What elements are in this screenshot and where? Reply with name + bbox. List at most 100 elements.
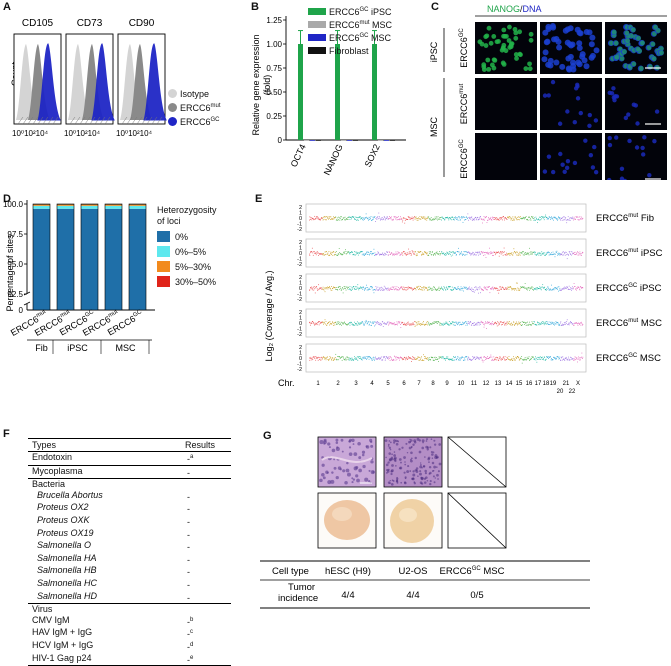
safety-table-row: Proteus OX19- [37,527,190,540]
cnv-track-label: ERCC6mut iPSC [596,248,663,259]
safety-table-row: Bacteria [32,479,66,490]
e-ytick: 1 [299,281,302,287]
cnv-track-label: ERCC6mut MSC [596,318,662,329]
d-legend-item: 0% [157,231,217,243]
e-ytick: 0 [299,356,302,362]
b-category: OCT4 [289,143,308,169]
e-ytick: -2 [297,297,302,303]
d-legend-swatch [157,276,170,287]
safety-table-row: Salmonella HD - [28,591,231,605]
e-ytick: 2 [299,240,302,246]
micro-r1-c1 [540,78,602,130]
d-legend-swatch [157,231,170,242]
b-ytick: 0.75 [266,64,282,73]
d-group-label: iPSC [67,343,88,353]
safety-table-row: Salmonella HA - [37,552,190,565]
d-ytick: 95.0 [7,260,23,269]
safety-table-row: Proteus OX2- [37,502,190,515]
e-ytick: -2 [297,262,302,268]
e-ytick: 2 [299,275,302,281]
row-incidence: incidence [278,593,318,604]
safety-table-row: Salmonella O- [37,540,190,553]
cnv-track-label: ERCC6mut Fib [596,213,654,224]
safety-table-row: Proteus OXK - [37,514,190,527]
bar-nanog-s1 [341,140,346,141]
marker-label: CD105 [22,18,54,29]
b-category: NANOG [322,143,345,177]
micro-r0-c0 [475,22,537,74]
val-u2os: 4/4 [406,590,419,601]
cnv-track-2: 210-1-2 ERCC6GC iPSC [297,273,662,303]
chr-tick: 10 [458,381,465,387]
legend-dot-mut [168,103,177,112]
marker-label: CD73 [77,18,103,29]
d-ytick: 100.0 [3,200,24,209]
d-ytick: 97.5 [7,230,23,239]
chr-tick: 7 [417,381,421,387]
stacked-bar-4 [128,203,147,311]
cnv-track-label: ERCC6GC iPSC [596,283,662,294]
chr-tick: 19 [550,381,557,387]
flow-xtick: 10⁰10²10⁴ [64,129,101,138]
histogram-isotype [68,44,90,120]
e-ytick: -1 [297,292,302,298]
bar-sox2-s2 [384,140,389,141]
safety-table-row: Salmonella HB - [37,565,190,578]
b-legend-swatch [308,8,326,15]
panel-b-legend: ERCC6GC iPSC ERCC6mut MSC ERCC6GC MSC Fibro… [308,5,392,57]
group-msc: MSC [429,117,439,138]
chr-tick: 5 [386,381,390,387]
b-legend-item: ERCC6GC iPSC [308,5,392,18]
cnv-track-4: 210-1-2 ERCC6GC MSC [297,343,661,373]
e-ytick: 0 [299,286,302,292]
row-tumor: Tumor [288,582,315,593]
b-ytick: 1.00 [266,40,282,49]
chr-tick: X [576,381,580,387]
row-cell-type: Cell type [272,566,309,577]
panel-label-f: F [3,428,10,440]
legend-item-gc: ERCC6GC [168,114,221,128]
e-ytick: 2 [299,310,302,316]
chr-tick: 20 [557,389,564,395]
chr-tick: 21 [563,381,570,387]
val-hesc: 4/4 [341,590,354,601]
b-category: SOX2 [363,143,382,169]
b-legend-swatch [308,47,326,54]
b-ytick: 0 [278,136,283,145]
chr-tick: 13 [495,381,502,387]
title-dna: DNA [522,4,542,14]
b-legend-swatch [308,21,326,28]
d-legend-swatch [157,261,170,272]
e-ytick: 2 [299,345,302,351]
b-legend-item: ERCC6GC MSC [308,31,392,44]
safety-table-row: Salmonella HC - [37,577,190,590]
bar-oct4-s1 [304,140,309,141]
e-ytick: 1 [299,351,302,357]
stacked-bar-0 [32,203,51,311]
b-ytick: 1.25 [266,16,282,25]
chr-tick: 8 [431,381,435,387]
stacked-bar-1 [56,203,75,311]
cnv-track-3: 210-1-2 ERCC6mut MSC [297,308,662,338]
chr-tick: 2 [336,381,340,387]
e-ytick: 0 [299,251,302,257]
chr-tick: 3 [354,381,358,387]
bar-sox2-s3 [390,140,395,141]
panel-d-legend: Heterozygosity of loci 0% 0%–5% 5%–30% 30%–50… [157,205,217,291]
e-ytick: 1 [299,211,302,217]
d-legend-title2: of loci [157,216,181,226]
micro-r2-c1 [540,133,602,180]
histogram-gc [37,43,61,121]
col-msc: ERCC6GC MSC [440,566,505,577]
chr-tick: 15 [516,381,523,387]
safety-table-row: HIV-1 Gag p24 -e [32,652,194,665]
legend-item-mut: ERCC6mut [168,100,221,114]
d-group-label: MSC [116,343,137,353]
micro-row-label: ERCC6GC [459,28,469,68]
bar-nanog-s3 [353,140,358,141]
chr-tick: 6 [402,381,406,387]
e-ytick: -2 [297,367,302,373]
histogram-gc [143,43,167,121]
bar-nanog-s0 [335,44,340,140]
panel-b-bar-chart: Relative gene expression (fold) 0 0.25 0.5… [251,16,406,177]
